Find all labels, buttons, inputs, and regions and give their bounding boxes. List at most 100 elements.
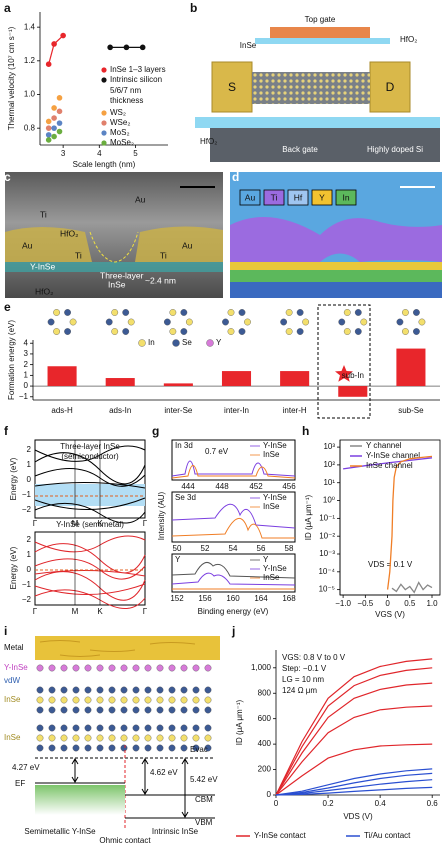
atom xyxy=(132,744,140,752)
xps-curve xyxy=(171,518,295,539)
category-label: ads-H xyxy=(51,406,73,415)
atom xyxy=(96,686,104,694)
point xyxy=(45,125,52,131)
category-label: sub-In xyxy=(342,371,364,380)
schematic-label: Semimetallic Y-InSe xyxy=(24,827,96,836)
atom xyxy=(192,724,200,732)
atom xyxy=(84,724,92,732)
xps-frame xyxy=(171,553,296,593)
atom xyxy=(180,706,188,714)
bar xyxy=(221,371,252,387)
atom xyxy=(413,328,420,335)
atom xyxy=(60,724,68,732)
xps-spectra xyxy=(171,439,296,593)
y-tick-label: 200 xyxy=(258,765,272,774)
atom-rows xyxy=(36,664,212,752)
point xyxy=(45,61,52,67)
atom xyxy=(36,696,44,704)
x-tick-label: 160 xyxy=(226,594,240,603)
legend-label: Y xyxy=(216,338,222,347)
point xyxy=(45,132,52,138)
legend-marker xyxy=(172,339,180,347)
k-label: K xyxy=(97,607,103,616)
element-label: Ti xyxy=(271,192,278,202)
atom xyxy=(108,664,116,672)
xps-curve xyxy=(171,572,296,586)
atom xyxy=(180,724,188,732)
atom xyxy=(60,744,68,752)
legend-label: MoS₂ xyxy=(110,128,130,137)
k-label: Γ xyxy=(33,607,38,616)
atom xyxy=(36,686,44,694)
x-tick-label: 54 xyxy=(229,544,238,553)
atom-icon xyxy=(280,309,310,335)
atom xyxy=(354,309,362,316)
y-region xyxy=(230,262,442,270)
y-axis-label: ID (μA μm⁻¹) xyxy=(304,494,313,540)
x-tick-label: 0.6 xyxy=(427,799,439,808)
legend-label: Intrinsic silicon xyxy=(110,75,162,84)
atom xyxy=(84,686,92,694)
tem-label: Ti xyxy=(160,250,167,260)
atom xyxy=(192,664,200,672)
x-axis-label: VGS (V) xyxy=(375,610,405,619)
back-gate xyxy=(210,128,440,162)
legend-label: Y channel xyxy=(366,441,402,450)
annotation: Step: −0.1 V xyxy=(282,664,327,673)
atom xyxy=(204,664,212,672)
x-tick-label: 156 xyxy=(198,594,212,603)
atom xyxy=(238,309,246,316)
atom xyxy=(132,724,140,732)
atom xyxy=(120,664,128,672)
atom xyxy=(48,664,56,672)
atom xyxy=(222,318,229,326)
x-tick-label: 444 xyxy=(181,482,195,491)
legend-marker xyxy=(206,339,214,347)
legend-marker xyxy=(101,67,107,73)
point xyxy=(107,44,113,51)
atom xyxy=(120,734,128,742)
atom xyxy=(156,734,164,742)
annotation: 0.7 eV xyxy=(205,447,229,456)
atom-icon xyxy=(396,309,426,335)
atom xyxy=(180,696,188,704)
x-tick-label: 0.2 xyxy=(323,799,335,808)
metal xyxy=(35,636,220,660)
bar xyxy=(396,348,426,387)
series-line xyxy=(343,457,433,470)
drain xyxy=(369,61,411,113)
legend-label: Y-InSe xyxy=(263,564,287,573)
atom xyxy=(72,724,80,732)
atom xyxy=(285,328,293,335)
y-tick-label: 10⁻² xyxy=(319,531,335,540)
atom xyxy=(204,734,212,742)
point xyxy=(51,125,57,131)
y-tick-label: 800 xyxy=(258,688,272,697)
schematic-label: 4.62 eV xyxy=(150,768,178,777)
atom xyxy=(105,318,113,326)
atom xyxy=(144,686,152,694)
y-tick-label: 0 xyxy=(24,381,29,390)
x-tick-label: 5 xyxy=(133,149,138,158)
atom xyxy=(144,664,152,672)
legend-label: Y-InSe xyxy=(263,441,287,450)
x-tick-label: 3 xyxy=(61,149,66,158)
band-frame xyxy=(34,531,146,606)
x-axis-label: Binding energy (eV) xyxy=(198,607,269,616)
x-tick-label: 448 xyxy=(215,482,229,491)
atom xyxy=(36,664,44,672)
atom xyxy=(343,309,351,316)
tem-label: Ti xyxy=(75,250,82,260)
atom xyxy=(36,724,44,732)
atom xyxy=(168,744,176,752)
schematic-label: HfO₂ xyxy=(200,137,217,146)
y-tick-label: −1 xyxy=(22,490,32,499)
au-left xyxy=(5,227,92,262)
point xyxy=(51,133,57,140)
atom xyxy=(84,706,92,714)
atom xyxy=(72,696,80,704)
element-label: Y xyxy=(319,192,325,202)
atom xyxy=(64,309,71,316)
atom xyxy=(413,309,420,316)
